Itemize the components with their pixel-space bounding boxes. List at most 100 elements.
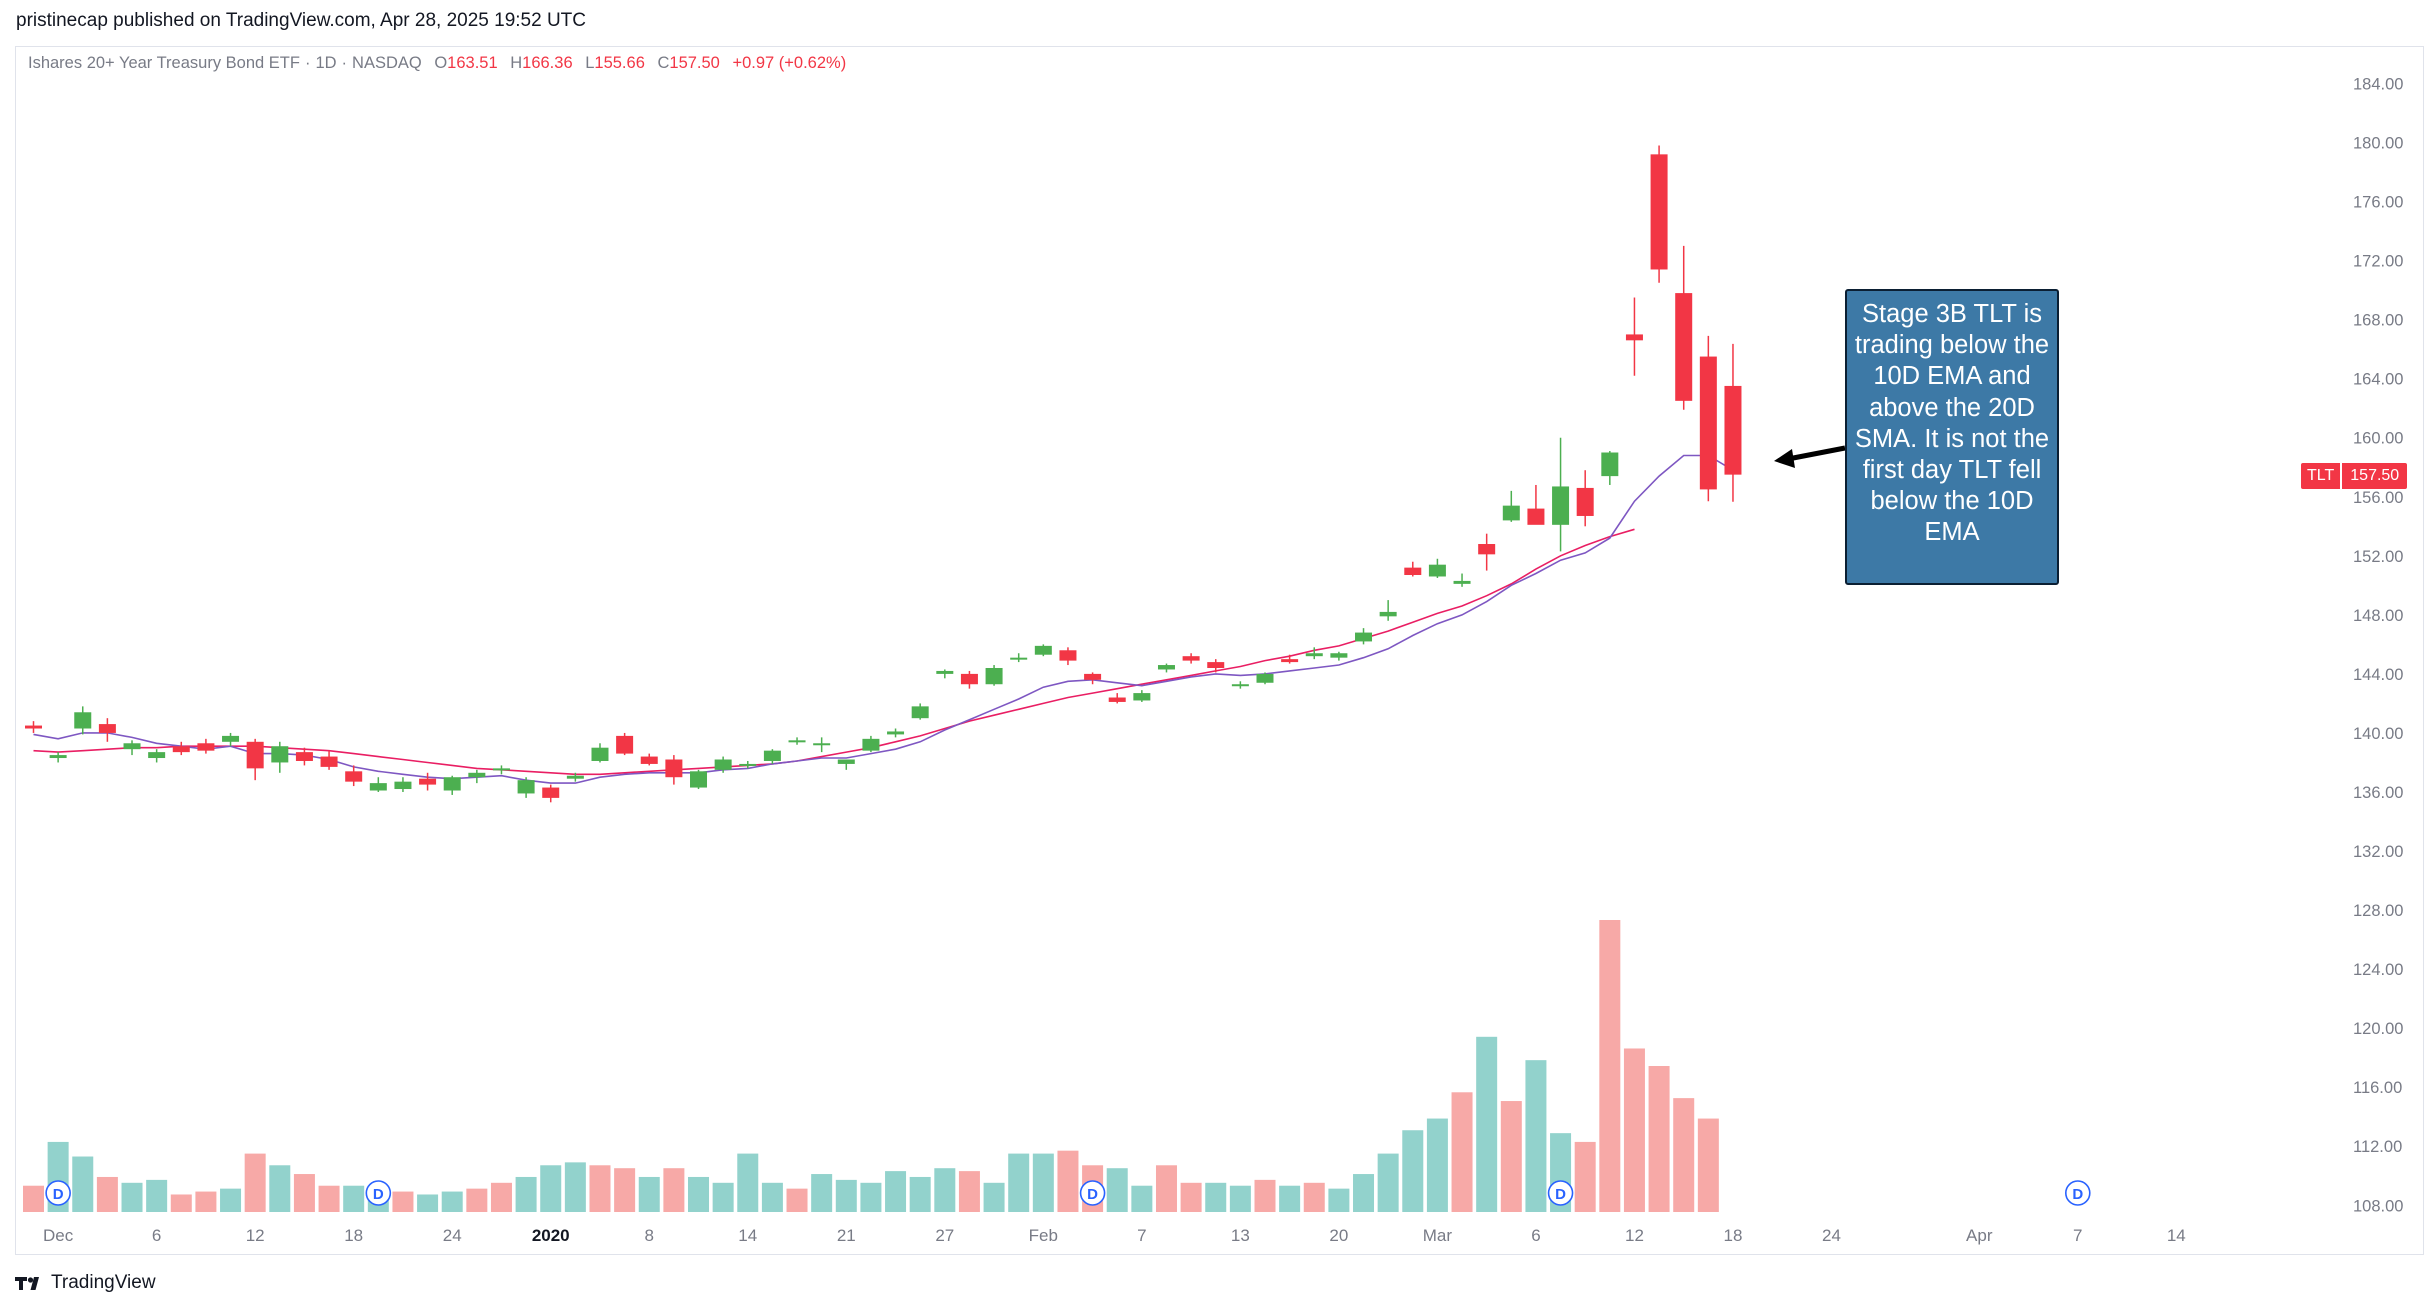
legend-open: 163.51 <box>447 54 498 72</box>
time-axis: Dec 6 12 18 24 2020 8 14 21 27 Feb 7 13 20 Mar 6 12 18 24 A… <box>43 1226 2186 1245</box>
candle <box>813 737 831 753</box>
legend-open-label: O <box>434 54 448 72</box>
dividend-marker: D <box>1547 1180 1574 1206</box>
candle-body <box>1108 697 1126 702</box>
dividend-circle <box>45 1180 71 1206</box>
legend-high: 166.36 <box>522 54 573 72</box>
candle-body <box>739 763 757 766</box>
candle <box>1330 651 1348 661</box>
candle-body <box>1133 693 1151 701</box>
dividend-circle <box>1547 1180 1574 1206</box>
candle <box>1625 297 1643 376</box>
candle <box>1428 558 1446 578</box>
candle-body <box>887 731 905 735</box>
volume-bar <box>220 1188 242 1212</box>
candle-body <box>1084 673 1102 680</box>
time-tick-label: 7 <box>1137 1226 1146 1245</box>
volume-bar <box>589 1165 611 1212</box>
dividend-circle <box>1079 1180 1106 1206</box>
volume-bar <box>712 1182 734 1212</box>
volume-bar <box>1057 1150 1079 1212</box>
volume-bar <box>1353 1174 1375 1212</box>
dividend-circle <box>365 1180 392 1206</box>
candle <box>1182 653 1200 664</box>
price-tick-label: 180.00 <box>2353 135 2403 153</box>
legend-close: 157.50 <box>669 54 720 72</box>
time-tick-label: 21 <box>837 1226 856 1245</box>
candle <box>714 756 732 773</box>
volume-bar <box>96 1176 118 1212</box>
time-tick-label: 13 <box>1231 1226 1250 1245</box>
volume-bar <box>466 1188 488 1212</box>
last-price-tag: TLT 157.50 <box>2301 463 2408 489</box>
volume-bar <box>663 1168 685 1212</box>
candle <box>1552 437 1570 552</box>
stage-3b-callout[interactable]: Stage 3B TLT is trading below the 10D EM… <box>1845 289 2059 585</box>
candle <box>1650 145 1668 283</box>
candle <box>640 753 658 766</box>
candle-body <box>197 743 215 751</box>
candle <box>1379 600 1397 621</box>
footer-brand: TradingView <box>51 1272 156 1293</box>
candle-body <box>1404 567 1422 576</box>
candle-body <box>813 743 831 746</box>
volume-bar <box>1623 1048 1645 1212</box>
volume-bar <box>1476 1036 1498 1212</box>
candle <box>985 665 1003 686</box>
candle <box>936 669 954 679</box>
candle <box>246 738 264 781</box>
candle <box>690 769 708 790</box>
volume-bar <box>737 1153 759 1212</box>
volume-bars <box>23 920 1719 1212</box>
candle <box>1355 628 1373 645</box>
candle <box>1675 245 1693 410</box>
candle-body <box>1059 650 1077 661</box>
volume-bar <box>540 1165 562 1212</box>
candle-body <box>936 670 954 674</box>
candle <box>1699 335 1717 502</box>
candle <box>788 737 806 745</box>
candle <box>1010 653 1028 663</box>
volume-bar <box>1377 1153 1399 1212</box>
time-tick-label: Feb <box>1029 1226 1058 1245</box>
candle-body <box>985 667 1003 685</box>
volume-bar <box>195 1191 217 1212</box>
price-tick-label: 148.00 <box>2353 607 2403 625</box>
candle <box>591 743 609 763</box>
legend-interval: 1D <box>315 54 337 72</box>
candle <box>468 769 486 784</box>
candle-body <box>714 759 732 770</box>
candle-body <box>1010 657 1028 660</box>
candle <box>98 718 116 742</box>
price-tick-label: 132.00 <box>2353 843 2403 861</box>
candle <box>419 772 437 791</box>
candle <box>271 741 289 773</box>
candle <box>345 765 363 787</box>
dividend-label: D <box>53 1186 64 1203</box>
candle <box>1231 681 1249 689</box>
time-tick-label: 27 <box>935 1226 954 1245</box>
volume-bar <box>72 1156 94 1212</box>
dividend-marker: D <box>2064 1180 2091 1206</box>
candle-body <box>1182 656 1200 661</box>
time-tick-label: 20 <box>1329 1226 1348 1245</box>
candle-body <box>542 787 560 798</box>
candle <box>172 741 190 756</box>
arrow-head <box>1774 449 1795 468</box>
arrow-shaft <box>1787 445 1846 462</box>
chart-frame[interactable] <box>15 46 2424 1255</box>
price-tag-symbol: TLT <box>2301 463 2341 489</box>
dividend-label: D <box>373 1186 384 1203</box>
volume-bar <box>1451 1092 1473 1212</box>
volume-bar <box>638 1176 660 1212</box>
volume-bar <box>1426 1118 1448 1212</box>
volume-bar <box>269 1165 291 1212</box>
volume-bar <box>1328 1188 1350 1212</box>
legend-low: 155.66 <box>594 54 645 72</box>
candle <box>1133 690 1151 702</box>
dividend-label: D <box>1555 1186 1566 1203</box>
price-tick-label: 124.00 <box>2353 961 2403 979</box>
time-tick-label: 2020 <box>532 1226 570 1245</box>
